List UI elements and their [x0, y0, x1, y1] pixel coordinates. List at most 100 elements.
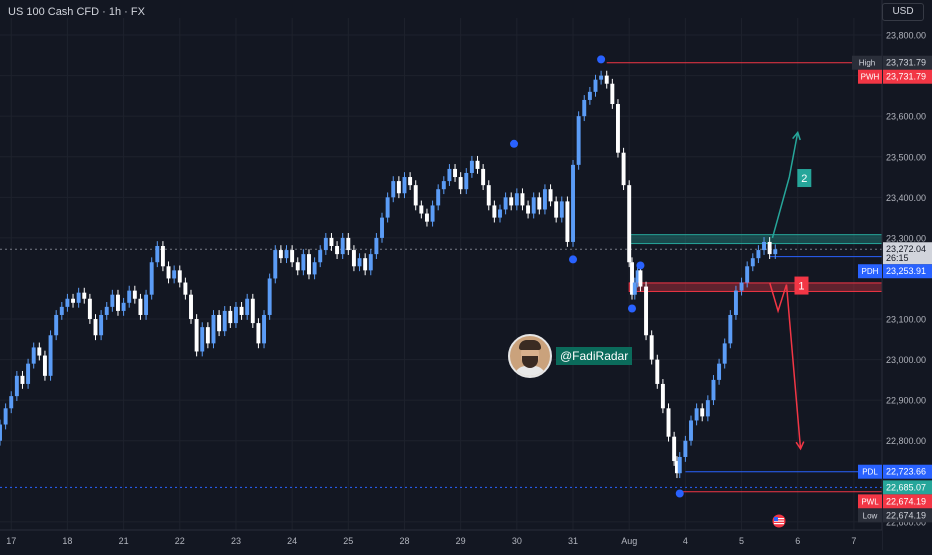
candle-body-78 — [436, 189, 441, 206]
candle-body-64 — [357, 258, 362, 267]
candle-body-11 — [59, 306, 64, 315]
pdl-label-box — [883, 464, 932, 479]
candle-67 — [374, 233, 379, 259]
author-watermark: @FadiRadar — [508, 334, 633, 378]
candle-9 — [48, 330, 53, 381]
candle-30 — [166, 261, 171, 284]
us-flag-event-icon[interactable] — [770, 514, 788, 528]
candle-76 — [424, 208, 429, 227]
candle-26 — [144, 289, 149, 320]
candle-body-141 — [773, 249, 778, 255]
pdh-label: 23,253.91 — [886, 266, 926, 276]
candle-body-92 — [514, 193, 519, 206]
high-label-box — [883, 55, 932, 70]
grid-layer — [0, 18, 882, 530]
candle-104 — [582, 95, 587, 122]
chart-title: US 100 Cash CFD · 1h · FX — [8, 6, 145, 18]
candle-body-43 — [239, 306, 244, 315]
candle-body-47 — [262, 314, 267, 344]
candle-1 — [3, 403, 8, 430]
candle-body-139 — [762, 241, 766, 251]
author-handle: @FadiRadar — [556, 347, 633, 365]
last-price-label-box — [883, 242, 932, 265]
time-axis[interactable]: 17 18 21 22 23 24 25 28 29 30 31 Aug 4 5 6 7 — [6, 536, 856, 546]
candle-body-65 — [363, 258, 368, 271]
candle-body-52 — [290, 250, 295, 263]
candle-21 — [116, 289, 120, 316]
time-tick-label-5: 24 — [287, 536, 297, 546]
candle-5 — [26, 358, 31, 389]
candle-0 — [0, 419, 2, 446]
candle-6 — [31, 342, 36, 369]
candle-88 — [492, 200, 497, 223]
candle-body-129 — [705, 400, 710, 417]
candle-body-24 — [132, 290, 137, 299]
candle-52 — [290, 245, 295, 268]
price-tick-label-8: 22,900.00 — [886, 396, 926, 406]
candle-body-127 — [694, 408, 699, 421]
currency-button[interactable]: USD — [882, 3, 924, 21]
current-low-label-box — [883, 480, 932, 495]
candle-19 — [104, 301, 109, 320]
candle-body-134 — [733, 290, 738, 315]
candle-39 — [217, 310, 222, 337]
candle-body-14 — [76, 292, 81, 303]
time-tick-label-3: 22 — [175, 536, 185, 546]
candle-73 — [408, 172, 413, 191]
candle-body-6 — [31, 347, 36, 364]
pwl-label-tag-box — [858, 494, 882, 509]
candle-body-85 — [475, 160, 480, 169]
candle-body-62 — [346, 237, 351, 251]
price-axis[interactable]: 23,800.0023,700.0023,600.0023,500.0023,4… — [886, 31, 926, 528]
candle-body-137 — [750, 258, 755, 267]
candle-body-71 — [396, 181, 401, 194]
candle-body-37 — [205, 327, 210, 344]
candle-body-29 — [160, 246, 165, 267]
candle-body-102 — [571, 164, 575, 242]
candle-41 — [228, 306, 233, 328]
pwh-label-tag-box — [858, 69, 882, 84]
candle-body-135 — [739, 282, 744, 291]
candle-3 — [14, 370, 19, 401]
scenario-1-bearish-label-box — [794, 276, 809, 295]
candle-46 — [256, 318, 261, 349]
candle-body-109 — [610, 83, 615, 105]
support-zone — [628, 282, 883, 292]
candle-body-77 — [430, 205, 435, 222]
current-low-label: 22,685.07 — [886, 482, 926, 492]
candle-57 — [318, 245, 323, 268]
low-label-tag-box — [858, 508, 882, 523]
price-tick-label-4: 23,400.00 — [886, 193, 926, 203]
candle-96 — [537, 192, 542, 215]
candle-91 — [509, 192, 514, 211]
candle-body-32 — [177, 270, 182, 283]
candle-97 — [542, 184, 547, 215]
candle-body-39 — [217, 314, 222, 332]
candle-body-48 — [267, 278, 272, 315]
pwl-label-box — [883, 494, 932, 509]
candle-body-72 — [402, 177, 407, 194]
candle-85 — [475, 155, 480, 174]
candle-72 — [402, 172, 407, 199]
pwh-label-box — [883, 69, 932, 84]
candle-10 — [54, 310, 59, 341]
candle-body-99 — [554, 201, 559, 218]
candle-65 — [363, 253, 368, 276]
time-tick-label-9: 30 — [512, 536, 522, 546]
candle-69 — [385, 192, 390, 223]
candle-body-89 — [498, 209, 502, 218]
candle-60 — [335, 241, 340, 259]
candle-body-106 — [593, 79, 598, 92]
candle-body-120 — [660, 383, 665, 409]
candle-47 — [262, 310, 267, 349]
last-price-label-sub: 26:15 — [886, 253, 909, 263]
scenario-1-bearish-path — [768, 282, 802, 449]
candle-130 — [711, 375, 716, 406]
candle-body-51 — [284, 250, 289, 259]
price-tick-label-7: 23,000.00 — [886, 355, 926, 365]
candle-body-97 — [542, 189, 547, 210]
